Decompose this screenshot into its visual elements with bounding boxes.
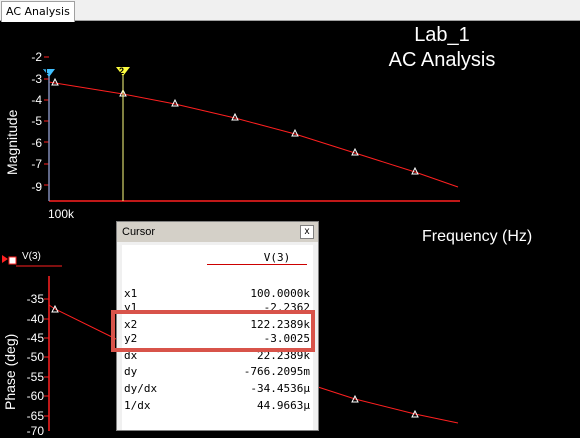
row-value: 44.9663µ bbox=[257, 399, 310, 412]
x2-y2-highlight-box bbox=[111, 310, 315, 352]
phase-y-ticks bbox=[44, 298, 49, 417]
tab-bar: AC Analysis bbox=[0, 0, 580, 22]
cursor-1-handle bbox=[43, 69, 55, 77]
phase-ytick: -50 bbox=[26, 350, 44, 364]
cursor-window-titlebar[interactable]: Cursor x bbox=[117, 222, 318, 242]
phase-ytick: -55 bbox=[26, 370, 44, 384]
row-value: 100.0000k bbox=[250, 287, 310, 300]
column-divider bbox=[207, 264, 307, 265]
mag-ytick: -6 bbox=[31, 136, 42, 150]
close-icon[interactable]: x bbox=[300, 225, 314, 239]
phase-ytick: -70 bbox=[26, 424, 44, 438]
readout-row: 1/dx 44.9663µ bbox=[124, 399, 310, 413]
magnitude-markers bbox=[51, 77, 419, 175]
cursor-window-title: Cursor bbox=[122, 226, 156, 238]
phase-ytick: -60 bbox=[26, 389, 44, 403]
chart-title-line1: Lab_1 bbox=[414, 24, 470, 46]
readout-row: x1 100.0000k bbox=[124, 287, 310, 301]
mag-xtick: 100k bbox=[48, 207, 75, 221]
readout-row: dy/dx -34.4536µ bbox=[124, 382, 310, 396]
mag-ytick: -3 bbox=[31, 72, 42, 86]
chart-title-line2: AC Analysis bbox=[388, 49, 496, 71]
phase-ytick: -35 bbox=[26, 292, 44, 306]
phase-markers bbox=[51, 304, 419, 418]
mag-ytick: -7 bbox=[31, 157, 42, 171]
phase-ytick: -45 bbox=[26, 331, 44, 345]
phase-ytick: -40 bbox=[26, 312, 44, 326]
mag-ytick: -4 bbox=[31, 93, 42, 107]
cursor-1-label: 1 bbox=[44, 67, 49, 76]
row-key: dy bbox=[124, 365, 138, 378]
phase-ylabel: Phase (deg) bbox=[2, 333, 18, 410]
row-key: x1 bbox=[124, 287, 138, 300]
legend-label: V(3) bbox=[22, 251, 41, 262]
x-axis-label: Frequency (Hz) bbox=[422, 228, 533, 245]
legend-swatch bbox=[2, 255, 62, 267]
readout-row: dy -766.2095m bbox=[124, 365, 310, 379]
row-key: dx bbox=[124, 349, 138, 362]
column-header: V(3) bbox=[263, 251, 291, 264]
row-value: 22.2389k bbox=[257, 349, 310, 362]
readout-row: x2 122.2389k bbox=[124, 318, 310, 332]
mag-ytick: -9 bbox=[31, 180, 42, 194]
row-key: y2 bbox=[124, 332, 138, 345]
phase-ytick: -65 bbox=[26, 409, 44, 423]
row-key: x2 bbox=[124, 318, 138, 331]
cursor-2-label: 2 bbox=[119, 66, 125, 76]
row-value: -34.4536µ bbox=[250, 382, 310, 395]
magnitude-trace bbox=[48, 81, 459, 188]
readout-row: dx 22.2389k bbox=[124, 349, 310, 363]
row-value: -766.2095m bbox=[243, 365, 310, 378]
row-value: 122.2389k bbox=[250, 318, 310, 331]
cursor-2-handle bbox=[116, 67, 130, 76]
row-key: dy/dx bbox=[124, 382, 158, 395]
row-value: -3.0025 bbox=[263, 332, 310, 345]
magnitude-ylabel: Magnitude bbox=[4, 109, 20, 175]
mag-ytick: -5 bbox=[31, 114, 42, 128]
mag-ytick: -2 bbox=[31, 50, 42, 64]
tab-ac-analysis[interactable]: AC Analysis bbox=[1, 1, 75, 22]
row-key: 1/dx bbox=[124, 399, 151, 412]
readout-row: y2 -3.0025 bbox=[124, 332, 310, 346]
magnitude-y-ticks bbox=[44, 56, 49, 186]
